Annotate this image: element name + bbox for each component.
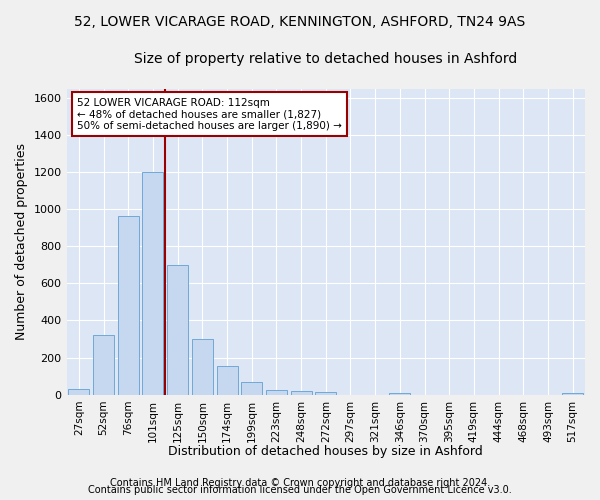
Title: Size of property relative to detached houses in Ashford: Size of property relative to detached ho… — [134, 52, 517, 66]
Bar — [217, 366, 238, 394]
Bar — [241, 382, 262, 394]
Bar — [167, 265, 188, 394]
Bar — [266, 390, 287, 394]
Bar — [315, 392, 336, 394]
Text: Contains public sector information licensed under the Open Government Licence v3: Contains public sector information licen… — [88, 485, 512, 495]
Bar — [562, 392, 583, 394]
Bar — [93, 336, 114, 394]
Text: Contains HM Land Registry data © Crown copyright and database right 2024.: Contains HM Land Registry data © Crown c… — [110, 478, 490, 488]
Y-axis label: Number of detached properties: Number of detached properties — [15, 143, 28, 340]
Bar — [118, 216, 139, 394]
Bar — [68, 389, 89, 394]
Bar — [192, 339, 213, 394]
Text: 52, LOWER VICARAGE ROAD, KENNINGTON, ASHFORD, TN24 9AS: 52, LOWER VICARAGE ROAD, KENNINGTON, ASH… — [74, 15, 526, 29]
Bar — [290, 392, 311, 394]
Bar — [142, 172, 163, 394]
X-axis label: Distribution of detached houses by size in Ashford: Distribution of detached houses by size … — [169, 444, 483, 458]
Text: 52 LOWER VICARAGE ROAD: 112sqm
← 48% of detached houses are smaller (1,827)
50% : 52 LOWER VICARAGE ROAD: 112sqm ← 48% of … — [77, 98, 342, 131]
Bar — [389, 392, 410, 394]
